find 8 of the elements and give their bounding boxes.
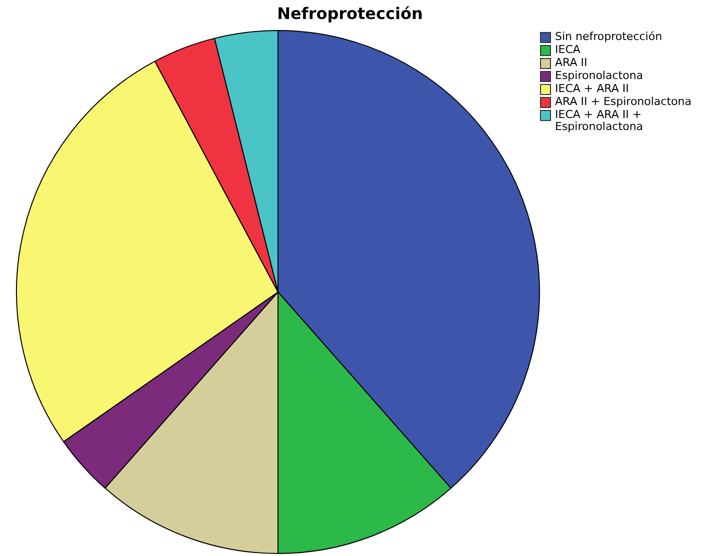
legend-label: ARA II + Espironolactona xyxy=(555,95,692,108)
legend-label: IECA + ARA II xyxy=(555,82,629,95)
legend-label: ARA II xyxy=(555,56,588,69)
legend-label: IECA + ARA II + Espironolactona xyxy=(555,108,644,133)
chart-title: Nefroprotección xyxy=(276,4,424,23)
legend-label: Espironolactona xyxy=(555,69,644,82)
legend-label: IECA xyxy=(555,43,580,56)
legend-label: Sin nefroprotección xyxy=(555,30,662,43)
